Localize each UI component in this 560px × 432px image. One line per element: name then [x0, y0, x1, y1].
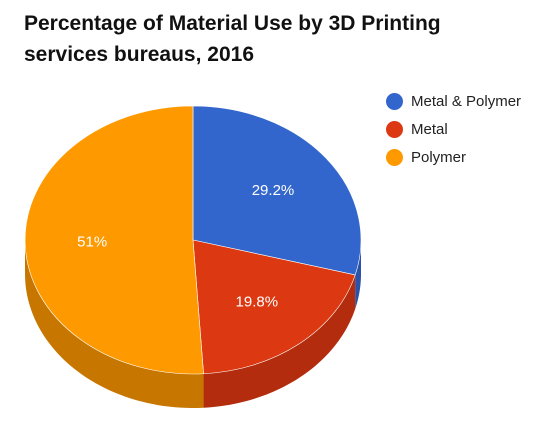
data-label-metal: 19.8% [236, 293, 279, 310]
pie-slice-metal[interactable] [192, 239, 356, 375]
legend-item-metal-polymer[interactable]: Metal & Polymer [386, 87, 521, 115]
pie-side-metal [203, 274, 356, 408]
chart-title: Percentage of Material Use by 3D Printin… [24, 8, 544, 70]
legend-item-metal[interactable]: Metal [386, 115, 521, 143]
chart-title-line2: services bureaus, 2016 [24, 43, 254, 66]
legend-swatch-metal-polymer [386, 92, 403, 110]
legend-label-metal: Metal [411, 120, 448, 138]
pie-slice-metal-polymer[interactable] [192, 105, 362, 276]
data-label-metal-polymer: 29.2% [252, 182, 295, 199]
pie-side-metal-polymer [355, 240, 361, 309]
legend-label-metal-polymer: Metal & Polymer [411, 92, 522, 110]
legend-item-polymer[interactable]: Polymer [386, 143, 521, 171]
legend-swatch-metal [386, 120, 403, 138]
chart-title-line1: Percentage of Material Use by 3D Printin… [24, 12, 441, 35]
pie-side-polymer [25, 240, 204, 408]
legend-swatch-polymer [386, 148, 403, 166]
pie-slice-polymer[interactable] [24, 105, 204, 375]
chart-legend: Metal & Polymer Metal Polymer [386, 87, 521, 171]
data-label-polymer: 51% [77, 233, 107, 250]
legend-label-polymer: Polymer [411, 148, 467, 166]
